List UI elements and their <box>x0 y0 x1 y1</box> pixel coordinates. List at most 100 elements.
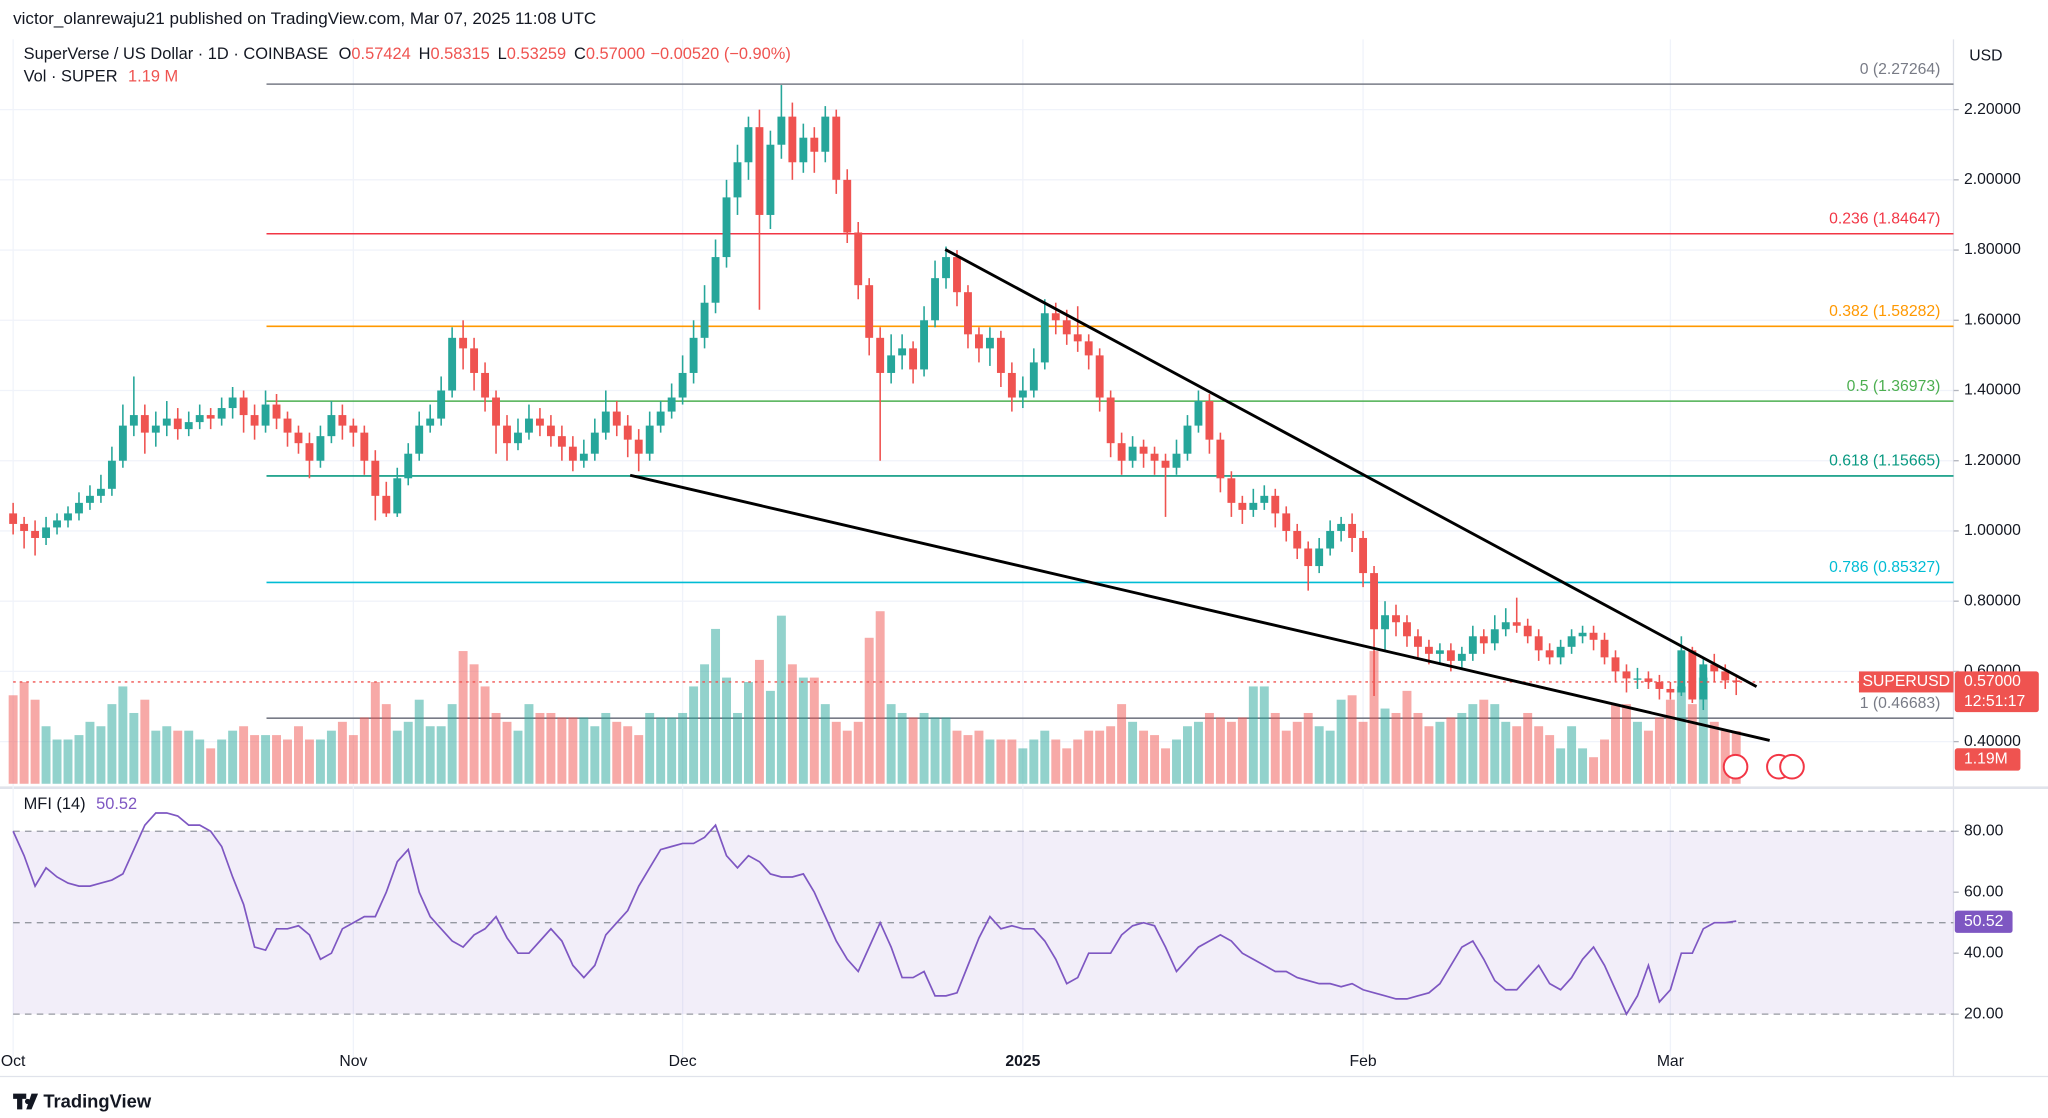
candle-body <box>590 432 599 454</box>
volume-bar <box>162 726 172 784</box>
volume-bar <box>996 739 1006 784</box>
volume-bar <box>711 628 721 784</box>
volume-bar <box>1402 690 1412 784</box>
candle-body <box>656 411 665 426</box>
volume-bar <box>228 730 238 784</box>
candle-body <box>448 337 457 391</box>
candle-body <box>283 418 292 433</box>
candle-body <box>535 418 544 426</box>
volume-bar <box>140 699 150 784</box>
candle-body <box>1337 523 1346 531</box>
y-tick-label: 20.00 <box>1964 1005 2004 1022</box>
candle-body <box>1370 573 1378 630</box>
volume-bar <box>1534 726 1544 784</box>
candle-body <box>689 337 698 373</box>
volume-bar <box>820 704 830 784</box>
y-tick-label: 1.00000 <box>1964 522 2021 539</box>
volume-bar <box>700 664 710 784</box>
volume-bar <box>1292 721 1302 784</box>
volume-bar <box>678 712 688 784</box>
ohlc-field: O <box>339 45 352 63</box>
candle-body <box>1457 653 1466 661</box>
candle-body <box>1007 372 1016 398</box>
candle-body <box>1183 425 1192 454</box>
volume-bar <box>656 717 666 784</box>
volume-bar <box>1018 748 1028 784</box>
x-tick-label: Mar <box>1657 1053 1684 1070</box>
candle-body <box>371 460 380 496</box>
y-tick-label: 1.40000 <box>1964 382 2021 399</box>
event-flag[interactable] <box>1722 753 1749 780</box>
volume-bar <box>787 664 797 784</box>
candle-body <box>1688 650 1697 700</box>
volume-bar <box>239 726 249 784</box>
volume-bar <box>283 739 292 784</box>
candle-body <box>898 348 907 356</box>
volume-bar <box>1259 686 1269 784</box>
candle-body <box>623 425 632 440</box>
mfi-tag: 50.52 <box>1964 913 2003 930</box>
candle-body <box>843 179 852 233</box>
candle-body <box>86 495 94 503</box>
volume-bar <box>272 735 281 784</box>
volume-bar <box>326 730 336 784</box>
volume-bar <box>1523 712 1533 784</box>
volume-bar <box>754 659 764 784</box>
volume-bar <box>798 677 808 784</box>
volume-bar <box>1622 704 1631 784</box>
candle-body <box>184 422 193 430</box>
candle-body <box>228 397 237 409</box>
candle-body <box>75 502 83 514</box>
candle-body <box>1304 548 1313 567</box>
candle-body <box>612 411 621 426</box>
candle-body <box>206 415 215 419</box>
candle-body <box>162 418 171 426</box>
candle-body <box>887 355 896 373</box>
volume-bar <box>19 682 29 784</box>
candle-body <box>1655 681 1664 689</box>
candle-body <box>1282 513 1291 531</box>
volume-bar <box>1632 721 1642 784</box>
ohlc-value: 0.53259 <box>507 45 566 63</box>
volume-bar <box>831 721 841 784</box>
fib-label: 0 (2.27264) <box>1860 61 1941 78</box>
candle-body <box>821 116 830 152</box>
event-flag[interactable] <box>1779 753 1805 780</box>
volume-bar <box>1358 721 1368 784</box>
volume-bar <box>469 664 479 784</box>
candle-body <box>1578 632 1587 637</box>
volume-tag: 1.19M <box>1964 751 2008 768</box>
volume-bar <box>447 704 457 784</box>
candle-body <box>1194 401 1203 426</box>
volume-bar <box>315 739 325 784</box>
candle-body <box>1534 636 1543 651</box>
candle-body <box>1666 688 1675 693</box>
fib-label: 0.786 (0.85327) <box>1829 559 1940 576</box>
candle-body <box>261 404 270 426</box>
mfi-line <box>12 812 1737 1016</box>
volume-bar <box>974 730 984 784</box>
volume-bar <box>733 712 742 784</box>
volume-bar <box>524 704 534 784</box>
brand: TradingView <box>43 1091 152 1112</box>
candle-body <box>1029 362 1038 391</box>
volume-bar <box>436 726 446 784</box>
volume-bar <box>919 712 929 784</box>
volume-bar <box>1314 726 1324 784</box>
candle-body <box>96 488 105 496</box>
volume-bar <box>1040 730 1050 784</box>
legend-title: SuperVerse / US Dollar · 1D · COINBASE <box>24 45 329 63</box>
candle-body <box>1490 629 1499 644</box>
volume-bar <box>403 721 413 784</box>
candle-body <box>382 495 391 514</box>
y-tick-label: 2.20000 <box>1964 101 2021 118</box>
volume-bar <box>1556 748 1566 784</box>
volume-bar <box>1676 686 1686 784</box>
candle-body <box>173 418 182 430</box>
volume-bar <box>1237 717 1247 784</box>
candle-body <box>9 513 18 524</box>
volume-tag-box <box>1954 748 2021 771</box>
x-tick-label: Nov <box>339 1053 367 1070</box>
candle-body <box>1446 650 1455 661</box>
